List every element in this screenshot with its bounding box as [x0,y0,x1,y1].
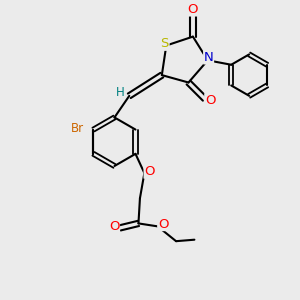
Text: O: O [109,220,119,233]
Text: O: O [188,3,198,16]
Text: O: O [158,218,168,230]
Text: O: O [205,94,215,107]
Text: O: O [144,165,155,178]
Text: S: S [160,37,169,50]
Text: Br: Br [70,122,84,135]
Text: N: N [204,51,214,64]
Text: H: H [116,86,124,99]
